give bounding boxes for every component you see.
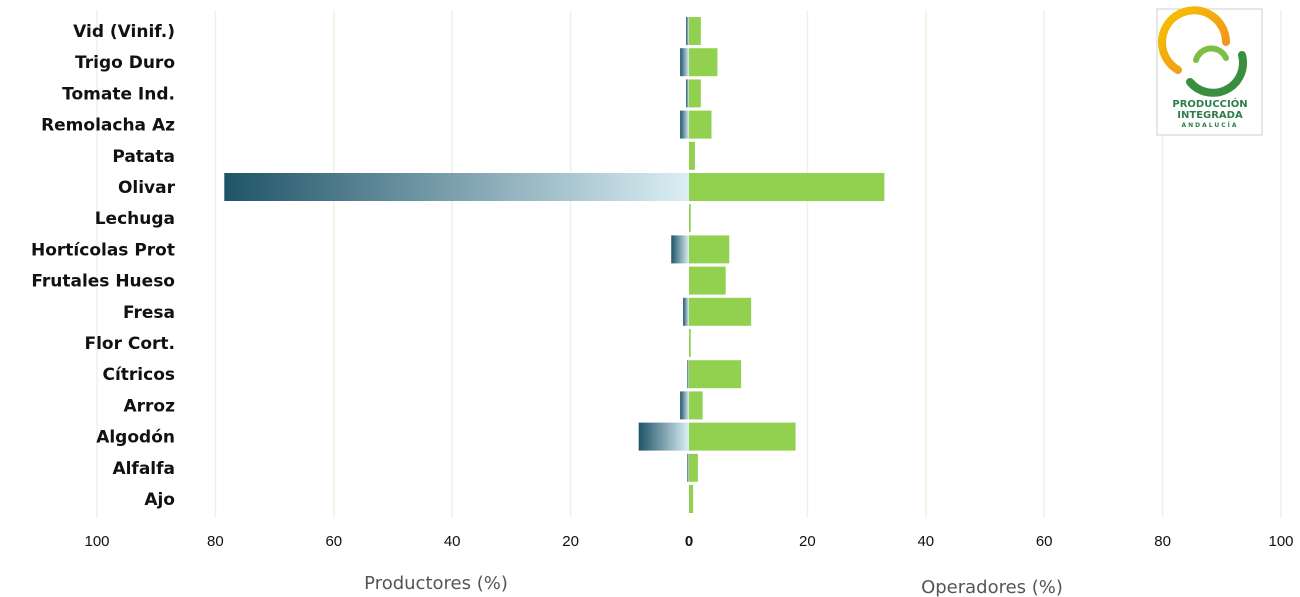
logo-line-2: INTEGRADA	[1177, 110, 1243, 121]
x-tick-label: 20	[562, 533, 579, 550]
x-tick-label: 80	[1154, 533, 1171, 550]
operadores-bar	[689, 48, 718, 77]
x-tick-label: 20	[799, 533, 816, 550]
x-axis-title-productores: Productores (%)	[364, 573, 508, 594]
operadores-bar	[689, 422, 796, 451]
x-tick-label: 100	[1268, 533, 1293, 550]
category-label: Olivar	[118, 178, 176, 198]
operadores-bar	[689, 173, 885, 201]
category-label: Lechuga	[95, 209, 175, 229]
produccion-integrada-logo: PRODUCCIÓN INTEGRADA ANDALUCÍA	[1156, 6, 1263, 136]
productores-bar	[224, 173, 689, 201]
category-label: Ajo	[144, 490, 175, 510]
category-label: Algodón	[96, 428, 175, 448]
category-label: Arroz	[124, 396, 176, 416]
category-label: Remolacha Az	[41, 116, 175, 136]
x-tick-label: 0	[685, 533, 693, 550]
operadores-bar	[689, 141, 695, 170]
x-tick-labels: 100 80 60 40 20 0 20 40 60 80 100	[84, 533, 1293, 550]
operadores-bar	[689, 235, 730, 264]
productores-bar	[686, 79, 689, 108]
productores-bars	[224, 17, 689, 482]
operadores-bar	[689, 79, 701, 108]
productores-bar	[683, 297, 689, 326]
x-tick-label: 40	[444, 533, 461, 550]
category-label: Flor Cort.	[84, 334, 175, 354]
category-label: Hortícolas Prot	[31, 240, 175, 260]
productores-bar	[687, 360, 689, 389]
operadores-bars	[689, 17, 885, 513]
x-tick-label: 80	[207, 533, 224, 550]
operadores-bar	[689, 360, 742, 389]
operadores-bar	[689, 204, 691, 233]
category-label: Fresa	[123, 303, 175, 323]
grid	[96, 10, 1282, 518]
productores-bar	[671, 235, 689, 264]
x-axis-title-operadores: Operadores (%)	[921, 577, 1063, 597]
category-label: Vid (Vinif.)	[73, 22, 175, 42]
operadores-bar	[689, 391, 703, 420]
operadores-bar	[689, 485, 694, 513]
productores-bar	[680, 391, 689, 420]
x-tick-label: 60	[1036, 533, 1053, 550]
category-label: Alfalfa	[112, 459, 175, 479]
operadores-bar	[689, 17, 701, 45]
productores-bar	[680, 48, 689, 77]
category-label: Cítricos	[102, 365, 175, 385]
productores-bar	[680, 110, 689, 139]
category-label: Tomate Ind.	[62, 84, 175, 104]
x-tick-label: 40	[917, 533, 934, 550]
category-label: Patata	[112, 147, 175, 167]
category-labels: Vid (Vinif.) Trigo Duro Tomate Ind. Remolac…	[31, 22, 176, 510]
x-tick-label: 100	[84, 533, 109, 550]
productores-bar	[638, 422, 689, 451]
logo-line-3: ANDALUCÍA	[1181, 121, 1238, 129]
productores-bar	[687, 453, 689, 482]
logo-line-1: PRODUCCIÓN	[1172, 97, 1247, 110]
category-label: Trigo Duro	[75, 53, 175, 73]
x-tick-label: 60	[325, 533, 342, 550]
logo-swirl-icon	[1158, 6, 1247, 97]
operadores-bar	[689, 110, 712, 139]
operadores-bar	[689, 297, 752, 326]
operadores-bar	[689, 266, 726, 295]
productores-bar	[686, 17, 689, 45]
operadores-bar	[689, 329, 691, 357]
operadores-bar	[689, 453, 698, 482]
category-label: Frutales Hueso	[31, 272, 175, 292]
